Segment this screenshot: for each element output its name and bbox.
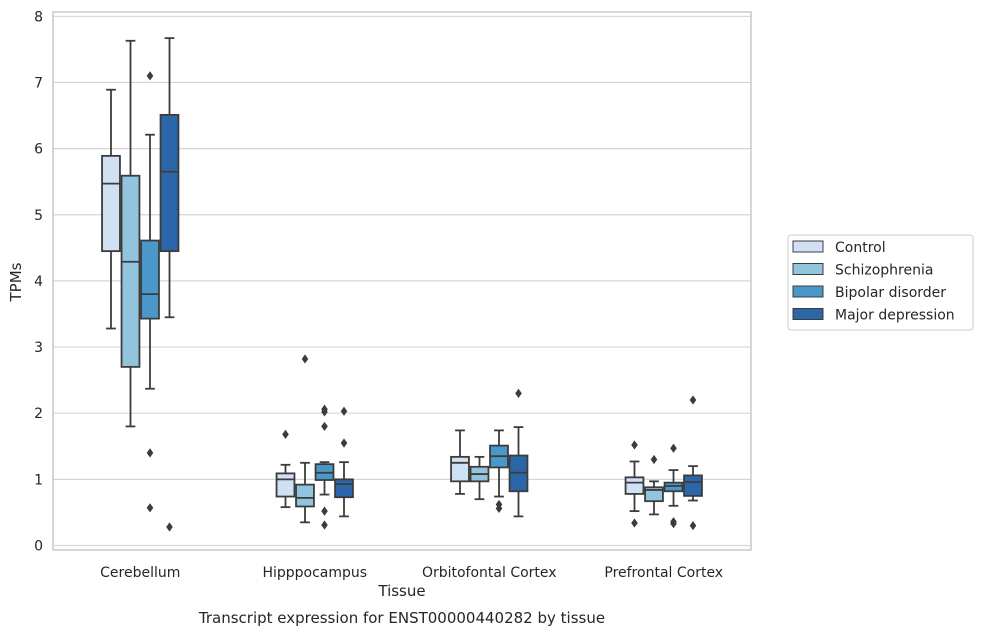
outlier-point (146, 71, 154, 81)
iqr-box (101, 154, 121, 253)
outlier-point (631, 518, 638, 528)
iqr-box (275, 472, 296, 498)
iqr-box (683, 474, 703, 497)
iqr-box (450, 455, 470, 483)
outlier-point (650, 454, 658, 465)
outlier-point (689, 521, 697, 531)
box-schizophrenia (644, 454, 664, 516)
y-tick-label: 7 (34, 75, 43, 91)
legend-frame (787, 234, 974, 331)
iqr-box (159, 113, 180, 253)
box-plots (101, 37, 703, 532)
legend-label: Bipolar disorder (835, 285, 946, 301)
iqr-box (295, 483, 315, 508)
x-tick-label: Hipppocampus (262, 565, 367, 581)
legend-swatch (792, 308, 824, 320)
outlier-point (495, 503, 503, 514)
y-tick-label: 2 (34, 406, 43, 422)
y-tick-label: 6 (34, 142, 43, 158)
y-tick-label: 3 (34, 340, 43, 356)
box-schizophrenia (469, 455, 490, 501)
outlier-point (340, 406, 348, 416)
box-control (101, 88, 121, 330)
box-major-depression (334, 406, 354, 518)
box-bipolar-disorder (663, 443, 684, 529)
box-bipolar-disorder (489, 429, 509, 514)
x-tick-labels: Cerebellum Hipppocampus Orbitofontal Corte… (100, 565, 723, 581)
legend-label: Control (835, 240, 886, 256)
plot-frame (52, 11, 752, 551)
y-tick-label: 1 (34, 472, 43, 488)
iqr-box (663, 481, 684, 493)
x-tick-label: Orbitofontal Cortex (422, 565, 557, 581)
outlier-point (670, 443, 677, 453)
box-major-depression (508, 388, 529, 518)
outlier-point (631, 440, 638, 450)
outlier-point (515, 388, 522, 398)
box-schizophrenia (295, 354, 315, 524)
outlier-point (689, 395, 697, 405)
y-tick-label: 8 (34, 9, 43, 25)
legend-label: Major depression (835, 308, 955, 324)
outlier-point (321, 506, 328, 516)
legend-label: Schizophrenia (835, 263, 933, 279)
outlier-point (321, 520, 328, 530)
x-axis-label: Tissue (377, 582, 425, 600)
box-schizophrenia (120, 39, 141, 428)
y-tick-label: 0 (34, 539, 43, 555)
box-control (624, 440, 645, 528)
iqr-box (140, 239, 160, 320)
legend-swatch (792, 240, 824, 253)
chart-caption: Transcript expression for ENST0000044028… (198, 609, 605, 627)
x-tick-label: Prefrontal Cortex (604, 565, 723, 581)
box-bipolar-disorder (140, 71, 160, 513)
legend-swatch (792, 285, 824, 298)
box-major-depression (683, 395, 703, 531)
box-major-depression (159, 37, 180, 532)
outlier-point (166, 522, 173, 532)
outlier-point (670, 519, 677, 529)
box-bipolar-disorder (314, 404, 335, 530)
x-tick-label: Cerebellum (100, 565, 180, 581)
outlier-point (321, 421, 328, 432)
outlier-point (321, 407, 328, 417)
box-control (450, 429, 470, 495)
y-tick-label: 5 (34, 208, 43, 224)
iqr-box (334, 478, 354, 499)
outlier-point (340, 438, 348, 448)
y-axis-label: TPMs (7, 262, 25, 302)
y-tick-label: 4 (34, 274, 43, 290)
outlier-point (146, 448, 154, 458)
legend-swatch (792, 263, 824, 275)
outlier-point (282, 429, 289, 439)
y-tick-labels: 0 1 2 3 4 5 6 7 8 (34, 9, 43, 554)
iqr-box (624, 476, 645, 495)
legend: Control Schizophrenia Bipolar disorder Majo… (787, 234, 974, 331)
box-control (275, 429, 296, 509)
outlier-point (146, 503, 154, 513)
outlier-point (301, 354, 309, 364)
iqr-box (120, 174, 141, 368)
